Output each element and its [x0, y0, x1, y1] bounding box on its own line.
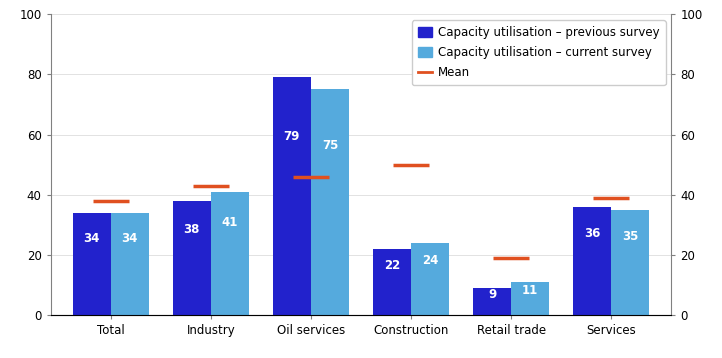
Bar	[73, 213, 110, 315]
Bar	[411, 243, 449, 315]
Text: 41: 41	[222, 216, 238, 229]
Bar	[511, 282, 549, 315]
Bar	[173, 201, 211, 315]
Text: 22: 22	[384, 259, 400, 272]
Bar	[311, 90, 349, 315]
Text: 38: 38	[183, 223, 200, 236]
Text: 24: 24	[422, 255, 438, 267]
Text: 35: 35	[622, 229, 638, 243]
Bar	[573, 207, 612, 315]
Text: 79: 79	[284, 130, 300, 143]
Bar	[473, 288, 511, 315]
Text: 34: 34	[84, 232, 100, 245]
Bar	[110, 213, 149, 315]
Bar	[211, 192, 249, 315]
Text: 11: 11	[522, 284, 539, 297]
Bar	[373, 249, 411, 315]
Legend: Capacity utilisation – previous survey, Capacity utilisation – current survey, M: Capacity utilisation – previous survey, …	[412, 20, 666, 85]
Text: 34: 34	[121, 232, 138, 245]
Text: 9: 9	[488, 288, 496, 301]
Text: 36: 36	[584, 227, 601, 240]
Text: 75: 75	[322, 139, 338, 153]
Bar	[612, 210, 649, 315]
Bar	[273, 77, 311, 315]
